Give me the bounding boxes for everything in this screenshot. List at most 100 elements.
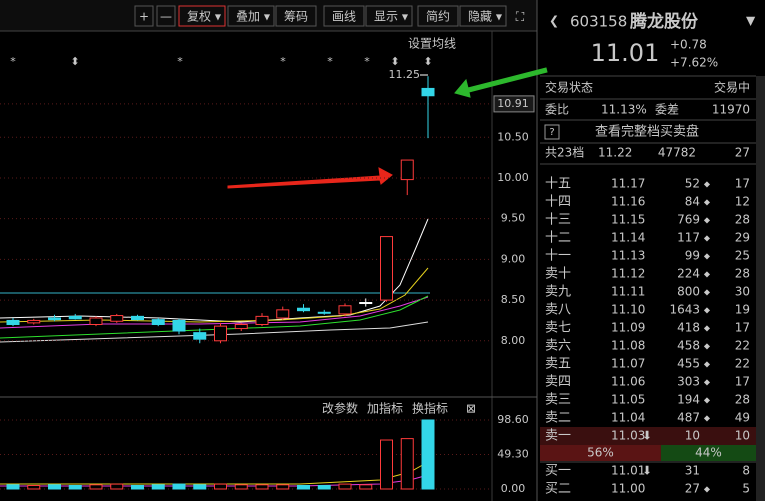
status-label: 交易状态	[545, 80, 593, 95]
toolbar-button[interactable]	[459, 5, 507, 27]
event-marker[interactable]: *	[177, 55, 183, 68]
ma-line	[0, 321, 429, 343]
event-marker[interactable]: ⬍	[70, 55, 79, 68]
level-price: 11.05	[611, 393, 645, 407]
y-tick-label: 0.00	[501, 482, 526, 495]
dropdown-icon[interactable]: ▼	[746, 14, 756, 28]
candle-body	[421, 87, 435, 97]
volume-bar	[6, 484, 20, 490]
y-tick-label: 98.60	[497, 413, 529, 426]
toolbar-button[interactable]	[156, 5, 176, 27]
level-label: 卖二	[545, 411, 571, 426]
level-count: 17	[735, 321, 750, 335]
candle-body	[172, 319, 186, 332]
indicator-button[interactable]: 换指标	[412, 401, 448, 416]
volume-bar	[400, 438, 414, 490]
level-label: 卖七	[545, 321, 571, 336]
level-count: 5	[742, 482, 750, 496]
level-icon: ◆	[704, 378, 711, 387]
candle-body	[27, 319, 41, 324]
toolbar-button[interactable]	[417, 5, 459, 27]
indicator-button[interactable]: 加指标	[367, 401, 403, 416]
level-icon: ◆	[704, 252, 711, 261]
event-marker[interactable]: ⬍	[423, 55, 432, 68]
event-marker[interactable]: *	[10, 55, 16, 68]
event-marker[interactable]: *	[327, 55, 333, 68]
level-volume: 224	[677, 267, 700, 281]
level-label: 卖十	[545, 267, 571, 282]
buy-ratio: 44%	[695, 446, 722, 460]
ma-setting[interactable]: 设置均线	[408, 37, 456, 51]
collapse-icon[interactable]: ❮	[549, 14, 559, 28]
toolbar-button[interactable]	[178, 5, 226, 27]
toolbar-button[interactable]	[323, 5, 365, 27]
wc-label: 委差	[655, 103, 679, 117]
event-marker[interactable]: ⬍	[390, 55, 399, 68]
level-price: 11.08	[611, 339, 645, 353]
volume-bar	[338, 483, 352, 490]
level-icon: ◆	[704, 396, 711, 405]
y-tick-label: 8.50	[501, 293, 526, 306]
level-label: 十一	[545, 249, 571, 264]
level-volume: 455	[677, 357, 700, 371]
level-volume: 769	[677, 213, 700, 227]
level-volume: 194	[677, 393, 700, 407]
event-marker[interactable]: *	[280, 55, 286, 68]
candle-body	[338, 305, 352, 315]
level-price: 11.03	[611, 429, 645, 443]
toolbar-label: +	[139, 10, 149, 24]
toolbar-button[interactable]	[227, 5, 275, 27]
fullscreen-icon[interactable]: ⛶	[515, 10, 525, 24]
volume-bar	[27, 485, 41, 490]
stock-code: 603158	[570, 13, 627, 31]
toolbar-label: 显示	[374, 10, 398, 24]
y-tick-label: 9.00	[501, 252, 526, 265]
level-count: 25	[735, 249, 750, 263]
level-count: 49	[735, 411, 750, 425]
toolbar-button[interactable]	[275, 5, 317, 27]
level-price: 11.14	[611, 231, 645, 245]
level-volume: 117	[677, 231, 700, 245]
y-tick-label: 49.30	[497, 448, 529, 461]
total-volume: 47782	[658, 146, 696, 160]
help-icon[interactable]	[544, 124, 560, 140]
event-marker[interactable]: *	[364, 55, 370, 68]
toolbar-button[interactable]	[134, 5, 154, 27]
indicator-button[interactable]: 改参数	[322, 401, 358, 416]
level-label: 卖三	[545, 393, 571, 408]
y-tick-label: 9.50	[501, 212, 526, 225]
level-volume: 84	[685, 195, 700, 209]
toolbar-button[interactable]	[365, 5, 413, 27]
volume-bar	[172, 483, 186, 490]
level-price: 11.16	[611, 195, 645, 209]
candle-body	[48, 317, 61, 321]
level-volume: 458	[677, 339, 700, 353]
down-arrow: ⬇	[642, 464, 652, 478]
level-count: 17	[735, 375, 750, 389]
level-price: 11.01	[611, 464, 645, 478]
level-volume: 303	[677, 375, 700, 389]
level-price: 11.04	[611, 411, 645, 425]
volume-bar	[317, 485, 331, 490]
price-highlight	[493, 95, 535, 113]
level-count: 12	[735, 195, 750, 209]
candle-body	[193, 332, 207, 340]
last-price: 11.01	[591, 39, 660, 67]
toolbar-label: 复权	[187, 10, 211, 24]
level-price: 11.17	[611, 177, 645, 191]
full-book-link[interactable]: 查看完整档买卖盘	[595, 124, 699, 140]
help-icon-text: ?	[549, 127, 554, 138]
level-label: 卖六	[545, 339, 571, 354]
dropdown-caret: ▼	[402, 13, 409, 22]
candle-body	[68, 315, 82, 320]
level-count: 29	[735, 231, 750, 245]
down-arrow: ⬇	[642, 429, 652, 443]
level-volume: 31	[685, 464, 700, 478]
level-icon: ◆	[704, 485, 711, 494]
candle-body	[400, 159, 414, 181]
volume-bar	[151, 484, 165, 490]
volume-bar	[214, 483, 227, 490]
close-icon[interactable]: ⊠	[466, 402, 476, 416]
y-tick-label: 10.91	[497, 97, 529, 110]
sell-ratio-bar	[540, 445, 661, 461]
